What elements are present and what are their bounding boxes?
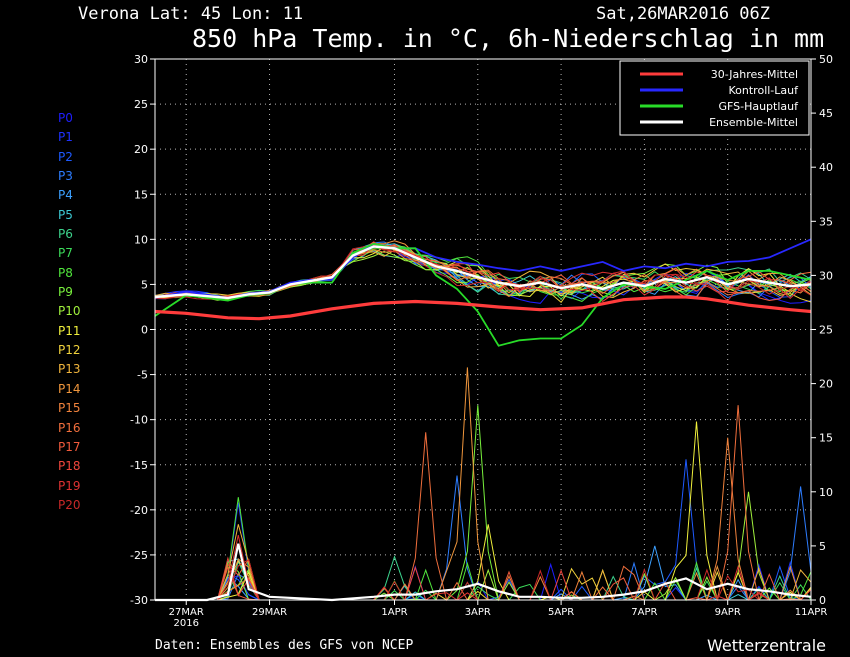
- y-right-tick-label: 20: [819, 378, 833, 391]
- y-left-tick-label: 10: [134, 233, 148, 246]
- y-left-tick-label: -10: [130, 414, 148, 427]
- x-tick-label: 27MAR: [169, 607, 204, 618]
- precip-member-line: [155, 438, 811, 600]
- x-tick-label: 7APR: [631, 607, 657, 618]
- y-left-tick-label: 15: [134, 188, 148, 201]
- y-right-tick-label: 25: [819, 324, 833, 337]
- y-left-tick-label: 5: [141, 278, 148, 291]
- x-tick-label: 5APR: [548, 607, 574, 618]
- x-tick-label: 3APR: [465, 607, 491, 618]
- temperature-series: [155, 239, 811, 345]
- y-left-tick-label: -20: [130, 504, 148, 517]
- y-left-tick-label: -25: [130, 549, 148, 562]
- y-right-tick-label: 40: [819, 161, 833, 174]
- legend-label: 30-Jahres-Mittel: [711, 68, 798, 81]
- y-left-tick-label: 20: [134, 143, 148, 156]
- y-left-tick-label: 0: [141, 324, 148, 337]
- y-left-tick-label: -30: [130, 594, 148, 607]
- y-left-tick-label: -5: [137, 369, 148, 382]
- legend-label: GFS-Hauptlauf: [718, 100, 799, 113]
- y-left-tick-label: 30: [134, 53, 148, 66]
- plot-frame: [155, 59, 811, 600]
- y-right-tick-label: 45: [819, 107, 833, 120]
- grid-lines: [155, 59, 811, 600]
- x-tick-label: 9APR: [715, 607, 741, 618]
- precipitation-series: [155, 367, 811, 600]
- y-right-tick-label: 50: [819, 53, 833, 66]
- y-right-tick-label: 35: [819, 215, 833, 228]
- data-source-label: Daten: Ensembles des GFS von NCEP: [155, 638, 413, 653]
- y-right-tick-label: 30: [819, 269, 833, 282]
- brand-label: Wetterzentrale: [707, 636, 826, 655]
- y-left-tick-label: -15: [130, 459, 148, 472]
- y-right-tick-label: 10: [819, 486, 833, 499]
- climatology-line: [155, 297, 811, 319]
- y-right-tick-label: 15: [819, 432, 833, 445]
- x-tick-label: 11APR: [795, 607, 828, 618]
- y-right-tick-label: 5: [819, 540, 826, 553]
- y-left-tick-label: 25: [134, 98, 148, 111]
- x-tick-label: 29MAR: [252, 607, 287, 618]
- x-tick-year: 2016: [174, 618, 199, 629]
- legend: 30-Jahres-Mittel Kontroll-Lauf GFS-Hauptla…: [620, 61, 809, 135]
- legend-label: Kontroll-Lauf: [729, 84, 800, 97]
- y-right-tick-label: 0: [819, 594, 826, 607]
- legend-label: Ensemble-Mittel: [709, 116, 798, 129]
- x-tick-label: 1APR: [381, 607, 407, 618]
